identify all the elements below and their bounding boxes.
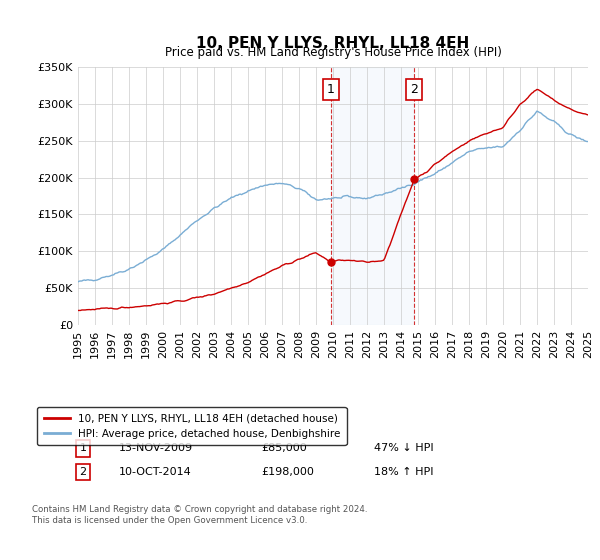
Text: 2: 2 (80, 466, 86, 477)
Text: 47% ↓ HPI: 47% ↓ HPI (374, 444, 433, 454)
Bar (331, 67, 414, 325)
Text: £198,000: £198,000 (262, 466, 314, 477)
Text: £85,000: £85,000 (262, 444, 307, 454)
Text: Contains HM Land Registry data © Crown copyright and database right 2024.
This d: Contains HM Land Registry data © Crown c… (32, 505, 368, 525)
Text: 1: 1 (80, 444, 86, 454)
Text: 13-NOV-2009: 13-NOV-2009 (119, 444, 193, 454)
Text: 1: 1 (327, 83, 335, 96)
Title: 10, PEN Y LLYS, RHYL, LL18 4EH: 10, PEN Y LLYS, RHYL, LL18 4EH (196, 36, 470, 51)
Text: 18% ↑ HPI: 18% ↑ HPI (374, 466, 433, 477)
Text: Price paid vs. HM Land Registry's House Price Index (HPI): Price paid vs. HM Land Registry's House … (164, 46, 502, 59)
Legend: 10, PEN Y LLYS, RHYL, LL18 4EH (detached house), HPI: Average price, detached ho: 10, PEN Y LLYS, RHYL, LL18 4EH (detached… (37, 407, 347, 445)
Text: 10-OCT-2014: 10-OCT-2014 (119, 466, 191, 477)
Text: 2: 2 (410, 83, 418, 96)
